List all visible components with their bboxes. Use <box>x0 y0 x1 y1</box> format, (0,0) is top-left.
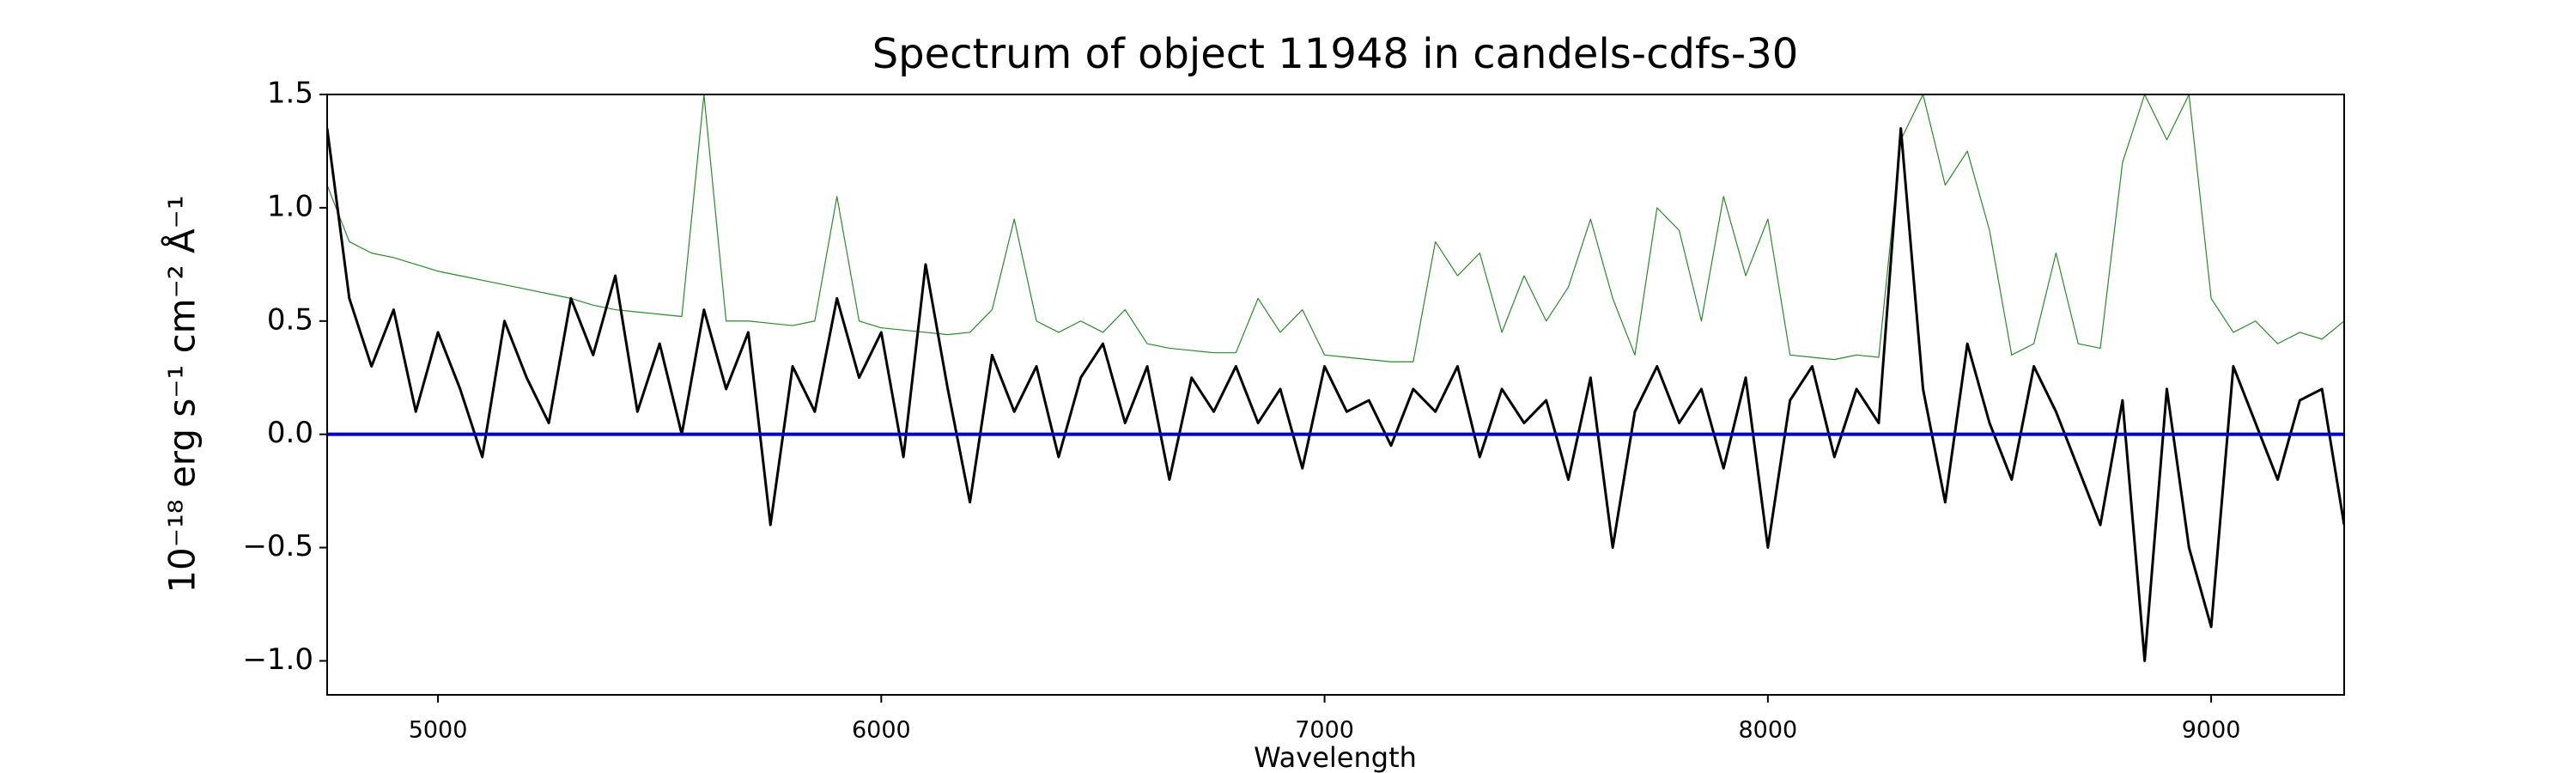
x-axis-label: Wavelength <box>1254 741 1417 773</box>
y-tick-label: −1.0 <box>242 642 313 677</box>
y-tick-label: 0.5 <box>267 302 313 337</box>
y-tick-label: 1.5 <box>267 76 313 111</box>
spectrum-line <box>327 94 2344 362</box>
x-tick-label: 5000 <box>409 717 468 744</box>
y-tick-label: 0.0 <box>267 416 313 450</box>
chart-title: Spectrum of object 11948 in candels-cdfs… <box>872 30 1799 78</box>
x-tick-label: 8000 <box>1738 717 1797 744</box>
plot-area <box>327 94 2344 662</box>
y-axis-label: 10⁻¹⁸ erg s⁻¹ cm⁻² Å⁻¹ <box>161 195 204 593</box>
x-tick-label: 9000 <box>2182 717 2241 744</box>
x-tick-label: 7000 <box>1295 717 1354 744</box>
axes-frame <box>326 94 2345 696</box>
spectrum-line <box>327 127 2344 662</box>
x-tick-label: 6000 <box>852 717 911 744</box>
y-tick-label: −0.5 <box>242 529 313 563</box>
y-tick-label: 1.0 <box>267 189 313 223</box>
